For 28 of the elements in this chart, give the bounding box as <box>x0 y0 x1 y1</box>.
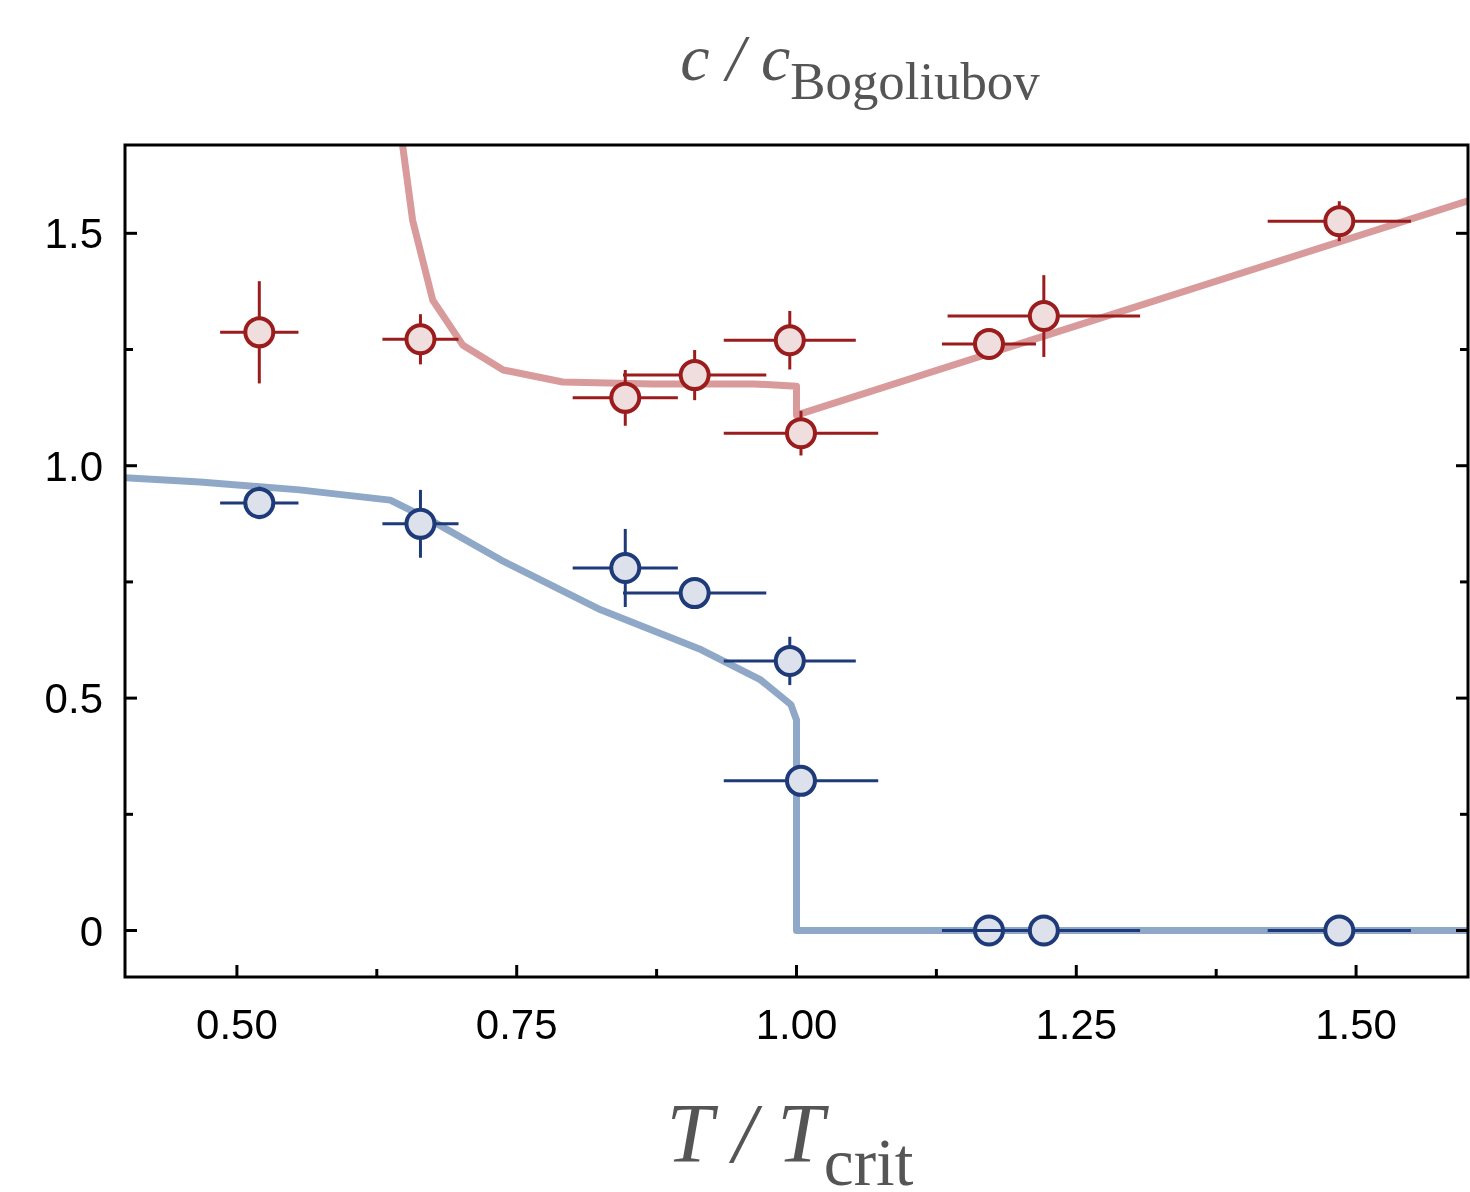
x-tick-label: 0.75 <box>475 1001 558 1048</box>
point <box>773 324 806 357</box>
point <box>1027 914 1060 947</box>
y-tick-label: 1.0 <box>44 442 103 490</box>
point <box>609 381 642 414</box>
x-tick-label: 0.50 <box>196 1001 278 1048</box>
point <box>404 323 437 356</box>
y-tick-label: 0 <box>79 907 103 955</box>
point <box>1323 914 1356 947</box>
point <box>973 327 1005 360</box>
chart-title: c / c$_{Bogoliubov}$ <box>680 21 1041 110</box>
point <box>243 316 276 349</box>
point <box>784 764 817 797</box>
point <box>404 507 437 540</box>
point <box>243 486 276 519</box>
point <box>784 417 817 450</box>
x-tick-label: 1.50 <box>1315 1001 1397 1048</box>
x-tick-label: 1.00 <box>755 1001 838 1048</box>
point <box>1027 300 1060 333</box>
point <box>678 577 711 610</box>
point <box>678 359 711 392</box>
x-axis-title: T / T$_{crit}$ <box>666 1087 914 1192</box>
point <box>609 551 642 584</box>
x-tick-label: 1.25 <box>1035 1001 1118 1048</box>
y-tick-label: 0.5 <box>44 675 103 723</box>
point <box>1323 205 1356 238</box>
point <box>773 644 806 677</box>
y-tick-label: 1.5 <box>44 210 103 258</box>
